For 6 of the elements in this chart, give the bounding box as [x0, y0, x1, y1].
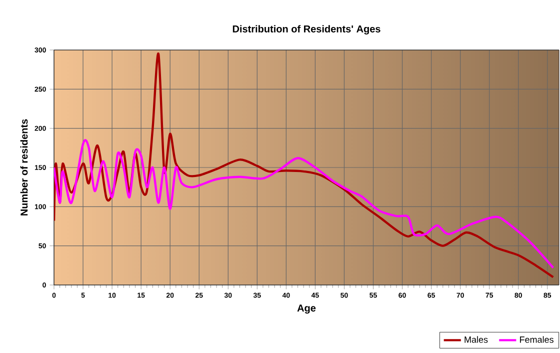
line-series: [54, 52, 554, 278]
x-axis-title: Age: [297, 304, 316, 314]
legend-label: Females: [520, 336, 554, 343]
y-axis-title: Number of residents: [20, 119, 28, 216]
chart-title: Distribution of Residents' Ages: [232, 25, 380, 34]
legend-label: Males: [464, 336, 488, 343]
